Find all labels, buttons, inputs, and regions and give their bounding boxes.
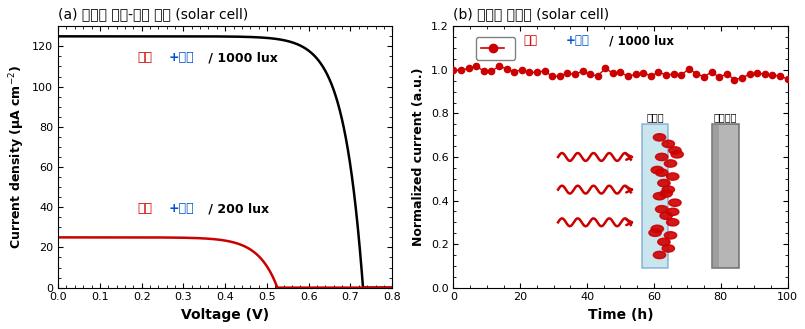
X-axis label: Voltage (V): Voltage (V) [181,308,269,322]
Y-axis label: Normalized current (a.u.): Normalized current (a.u.) [412,68,425,246]
Text: 적색: 적색 [138,51,152,64]
X-axis label: Time (h): Time (h) [588,308,654,322]
Y-axis label: Current density (μA cm$^{-2}$): Current density (μA cm$^{-2}$) [7,65,27,249]
Text: 적색: 적색 [138,202,152,215]
Text: (b) 광전류 안정성 (solar cell): (b) 광전류 안정성 (solar cell) [453,7,609,21]
Text: +청색: +청색 [565,34,589,47]
Text: / 1000 lux: / 1000 lux [605,34,675,47]
Text: (a) 저조도 전류-전압 특성 (solar cell): (a) 저조도 전류-전압 특성 (solar cell) [58,7,248,21]
Text: +청색: +청색 [169,202,194,215]
Legend:  [476,38,515,60]
Text: +청색: +청색 [169,51,194,64]
Text: / 200 lux: / 200 lux [204,202,270,215]
Text: / 1000 lux: / 1000 lux [204,51,279,64]
Text: 적색: 적색 [523,34,538,47]
